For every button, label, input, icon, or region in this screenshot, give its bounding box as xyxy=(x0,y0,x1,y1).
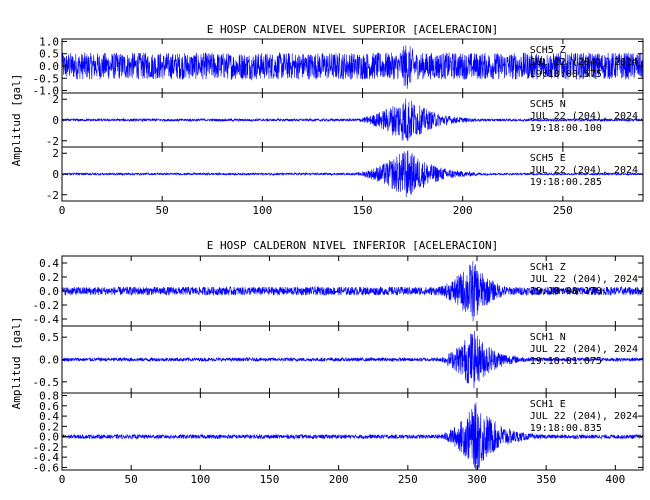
x-tick-label: 150 xyxy=(353,204,373,217)
chart-title: E HOSP CALDERON NIVEL INFERIOR [ACELERAC… xyxy=(207,239,498,252)
y-tick-label: 0 xyxy=(52,168,59,181)
x-tick-label: 300 xyxy=(467,473,487,486)
x-tick-label: 200 xyxy=(453,204,473,217)
y-tick-label: 0.0 xyxy=(39,354,59,367)
channel-label: SCH1 Z xyxy=(530,262,566,273)
waveform-trace xyxy=(61,150,643,198)
panel-frame xyxy=(61,392,644,471)
y-tick-label: 0.0 xyxy=(39,60,59,73)
y-tick-label: -1.0 xyxy=(33,85,60,98)
y-tick-label: 0.6 xyxy=(39,400,59,413)
y-tick-label: 2 xyxy=(52,93,59,106)
x-tick-label: 250 xyxy=(398,473,418,486)
y-tick-label: -2 xyxy=(46,135,59,148)
y-tick-label: -0.2 xyxy=(33,441,60,454)
y-tick-label: -0.5 xyxy=(33,376,60,389)
y-tick-label: 0.8 xyxy=(39,390,59,403)
x-tick-label: 200 xyxy=(329,473,349,486)
time-label: 19:18:00.170 xyxy=(530,286,602,297)
channel-label: SCH1 N xyxy=(530,332,566,343)
y-tick-label: -2 xyxy=(46,189,59,202)
y-tick-label: 0 xyxy=(52,114,59,127)
channel-label: SCH5 N xyxy=(530,99,566,110)
date-label: JUL 22 (204), 2024 xyxy=(530,165,638,176)
waveform-trace xyxy=(61,45,644,89)
y-tick-label: 1.0 xyxy=(39,35,59,48)
y-tick-label: -0.2 xyxy=(33,299,60,312)
y-tick-label: 2 xyxy=(52,147,59,160)
y-tick-label: 0.2 xyxy=(39,271,59,284)
waveform-trace xyxy=(61,402,644,471)
date-label: JUL 22 (204), 2024 xyxy=(530,274,638,285)
y-tick-label: -0.5 xyxy=(33,72,60,85)
x-tick-label: 100 xyxy=(252,204,272,217)
channel-label: SCH1 E xyxy=(530,399,566,410)
x-tick-label: 50 xyxy=(125,473,138,486)
y-tick-label: 0.4 xyxy=(39,257,59,270)
x-tick-label: 250 xyxy=(553,204,573,217)
y-tick-label: -0.4 xyxy=(33,451,60,464)
y-axis-label: Amplitud [gal] xyxy=(10,74,23,167)
time-label: 19:18:00.575 xyxy=(530,69,602,80)
x-tick-label: 0 xyxy=(59,204,66,217)
x-tick-label: 0 xyxy=(59,473,66,486)
x-tick-label: 350 xyxy=(536,473,556,486)
date-label: JUL 22 (204), 2024 xyxy=(530,57,638,68)
waveform-trace xyxy=(61,98,644,142)
date-label: JUL 22 (204), 2024 xyxy=(530,111,638,122)
x-tick-label: 400 xyxy=(605,473,625,486)
time-label: 19:18:01.075 xyxy=(530,356,602,367)
y-tick-label: 0.5 xyxy=(39,48,59,61)
y-tick-label: -0.4 xyxy=(33,313,60,326)
waveform-trace xyxy=(61,261,644,322)
y-tick-label: 0.0 xyxy=(39,431,59,444)
x-tick-label: 150 xyxy=(260,473,280,486)
y-tick-label: 0.2 xyxy=(39,420,59,433)
channel-label: SCH5 E xyxy=(530,153,566,164)
waveform-trace xyxy=(61,330,644,389)
date-label: JUL 22 (204), 2024 xyxy=(530,344,638,355)
y-tick-label: -0.6 xyxy=(33,461,60,474)
time-label: 19:18:00.100 xyxy=(530,123,602,134)
y-tick-label: 0.4 xyxy=(39,410,59,423)
x-tick-label: 100 xyxy=(190,473,210,486)
time-label: 19:18:00.285 xyxy=(530,177,602,188)
y-axis-label: Amplitud [gal] xyxy=(10,317,23,410)
date-label: JUL 22 (204), 2024 xyxy=(530,411,638,422)
x-tick-label: 50 xyxy=(156,204,169,217)
chart-title: E HOSP CALDERON NIVEL SUPERIOR [ACELERAC… xyxy=(207,23,498,36)
y-tick-label: 0.5 xyxy=(39,331,59,344)
time-label: 19:18:00.835 xyxy=(530,423,602,434)
channel-label: SCH5 Z xyxy=(530,45,566,56)
y-tick-label: 0.0 xyxy=(39,285,59,298)
